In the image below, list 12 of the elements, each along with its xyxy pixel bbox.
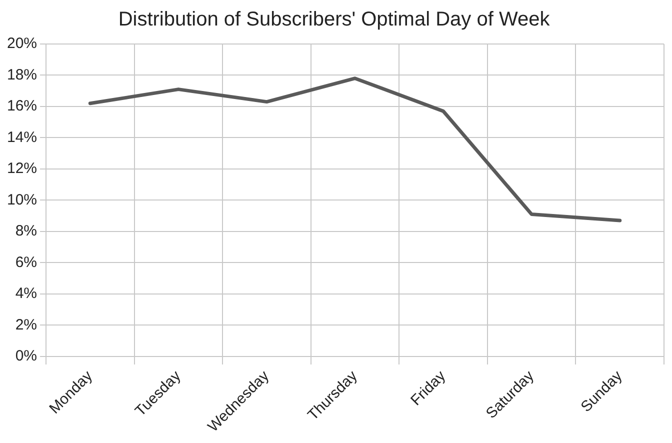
chart-title: Distribution of Subscribers' Optimal Day of Week [118,8,551,31]
y-tick-label: 10% [6,191,38,208]
y-tick-label: 16% [6,98,38,115]
y-tick-label: 2% [15,316,38,334]
y-tick-label: 18% [6,66,38,84]
y-tick-label: 8% [15,222,38,240]
y-tick-label: 14% [6,128,38,146]
y-tick-label: 4% [15,285,38,302]
y-tick-label: 12% [6,160,38,178]
y-tick-label: 20% [6,35,38,52]
y-tick-label: 0% [15,348,38,365]
y-tick-label: 6% [15,254,38,271]
